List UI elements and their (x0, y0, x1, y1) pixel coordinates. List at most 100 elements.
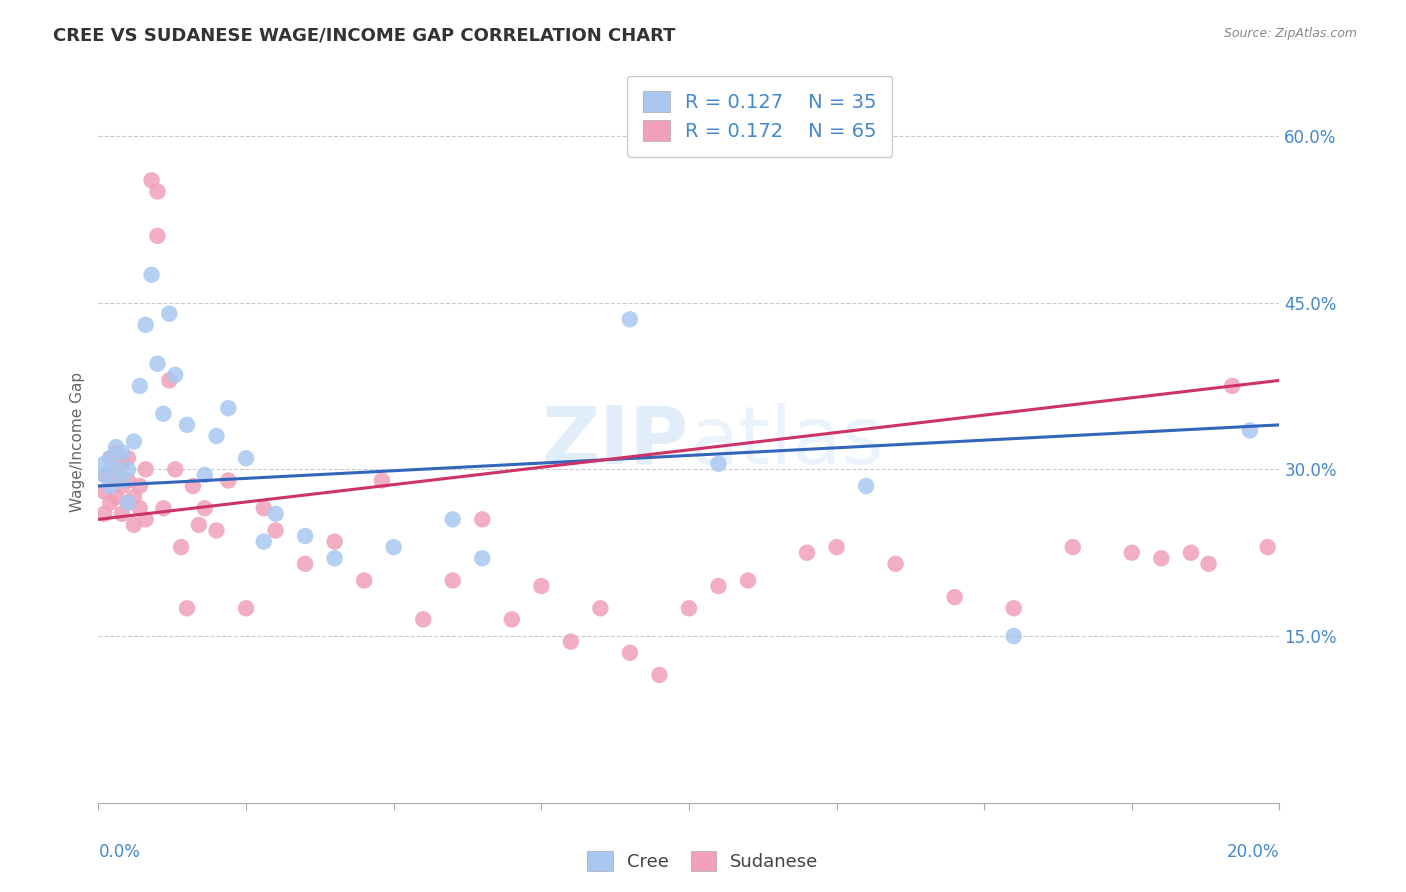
Point (111, 479, 134, 493)
Point (98, 451, 121, 466)
Point (105, 490, 128, 504)
Point (146, 357, 169, 371)
Text: atlas: atlas (689, 402, 883, 481)
Point (1150, 551, 1173, 566)
Point (135, 462, 157, 476)
Point (441, 574, 464, 588)
Point (98, 451, 121, 466)
Y-axis label: Wage/Income Gap: Wage/Income Gap (69, 371, 84, 512)
Point (105, 445, 128, 459)
Point (165, 368, 187, 382)
Point (122, 517, 145, 532)
Point (294, 557, 316, 571)
Point (471, 512, 494, 526)
Point (122, 490, 145, 504)
Point (264, 524, 287, 538)
Point (707, 579, 730, 593)
Point (93, 507, 115, 521)
Point (560, 634, 582, 648)
Point (93, 467, 115, 482)
Point (93, 484, 115, 499)
Point (181, 479, 204, 493)
Text: CREE VS SUDANESE WAGE/INCOME GAP CORRELATION CHART: CREE VS SUDANESE WAGE/INCOME GAP CORRELA… (53, 27, 676, 45)
Point (825, 540, 848, 554)
Point (323, 551, 346, 566)
Point (194, 501, 217, 516)
Point (217, 474, 239, 488)
Point (648, 668, 671, 682)
Point (128, 501, 150, 516)
Point (176, 417, 198, 432)
Point (146, 185, 169, 199)
Point (157, 373, 180, 387)
Point (157, 307, 180, 321)
Point (471, 551, 494, 566)
Point (217, 401, 239, 416)
Point (146, 228, 169, 243)
Point (737, 574, 759, 588)
Point (105, 440, 128, 454)
Legend: R = 0.127    N = 35, R = 0.172    N = 65: R = 0.127 N = 35, R = 0.172 N = 65 (627, 76, 893, 157)
Point (93, 457, 115, 471)
Point (796, 546, 818, 560)
Point (530, 579, 553, 593)
Point (264, 507, 287, 521)
Point (678, 601, 700, 615)
Point (1239, 424, 1261, 438)
Point (117, 451, 139, 466)
Text: ZIP: ZIP (541, 402, 689, 481)
Point (1220, 379, 1243, 393)
Point (117, 474, 139, 488)
Point (152, 501, 174, 516)
Text: Source: ZipAtlas.com: Source: ZipAtlas.com (1223, 27, 1357, 40)
Point (194, 467, 217, 482)
Point (117, 496, 139, 510)
Point (187, 517, 209, 532)
Point (501, 612, 523, 626)
Point (1002, 601, 1025, 615)
Point (170, 540, 193, 554)
Point (111, 445, 134, 459)
Point (205, 524, 228, 538)
Point (111, 457, 134, 471)
Point (141, 173, 163, 187)
Point (619, 646, 641, 660)
Point (589, 601, 612, 615)
Point (1180, 546, 1202, 560)
Point (855, 479, 877, 493)
Point (176, 601, 198, 615)
Point (117, 496, 139, 510)
Point (1062, 540, 1084, 554)
Point (122, 434, 145, 449)
Point (152, 407, 174, 421)
Point (235, 601, 257, 615)
Point (253, 501, 276, 516)
Point (135, 512, 157, 526)
Point (382, 540, 405, 554)
Point (253, 534, 276, 549)
Point (165, 462, 187, 476)
Point (111, 474, 134, 488)
Point (441, 512, 464, 526)
Point (884, 557, 907, 571)
Point (353, 574, 375, 588)
Text: 0.0%: 0.0% (98, 843, 141, 861)
Point (98, 474, 121, 488)
Point (93, 467, 115, 482)
Point (141, 268, 163, 282)
Point (111, 507, 134, 521)
Legend: Cree, Sudanese: Cree, Sudanese (581, 844, 825, 879)
Point (1121, 546, 1143, 560)
Point (1198, 557, 1220, 571)
Point (1257, 540, 1279, 554)
Point (294, 529, 316, 543)
Point (943, 590, 966, 604)
Point (235, 451, 257, 466)
Point (128, 379, 150, 393)
Point (205, 429, 228, 443)
Point (412, 612, 434, 626)
Text: 20.0%: 20.0% (1227, 843, 1279, 861)
Point (707, 457, 730, 471)
Point (105, 467, 128, 482)
Point (98, 479, 121, 493)
